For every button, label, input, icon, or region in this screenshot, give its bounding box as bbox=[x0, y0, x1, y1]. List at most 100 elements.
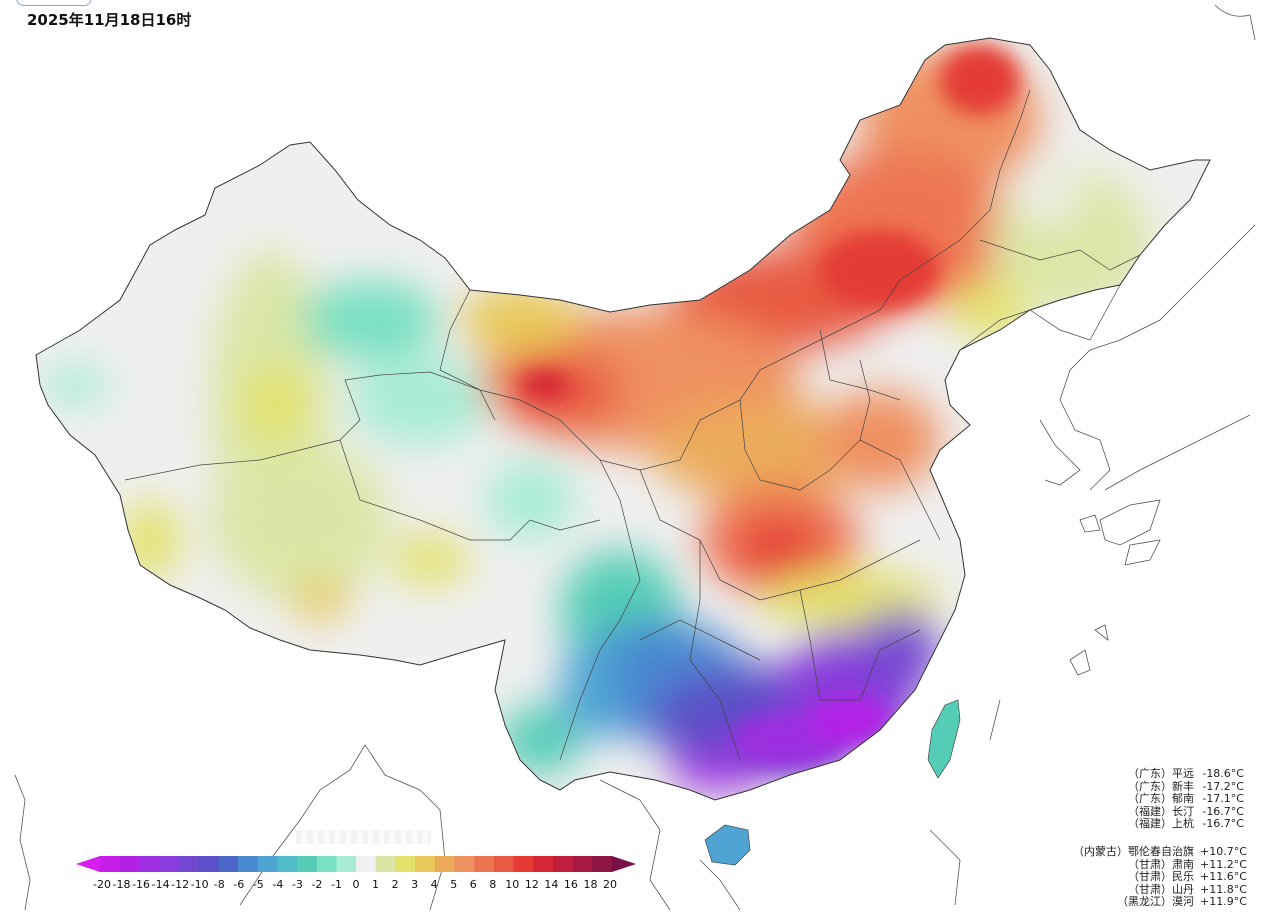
legend-tick-label: 8 bbox=[489, 878, 497, 891]
coastline-outlines bbox=[14, 4, 1256, 911]
station-name: 新丰 bbox=[1172, 779, 1194, 793]
legend-tick-label: 18 bbox=[583, 878, 598, 891]
legend-tick-label: 4 bbox=[430, 878, 438, 891]
legend-segment bbox=[316, 856, 337, 872]
legend-segment bbox=[336, 856, 357, 872]
station-row: （内蒙古）鄂伦春自治旗 +10.7°C bbox=[1073, 845, 1247, 859]
station-row: （福建）长汀 -16.7°C bbox=[1128, 804, 1244, 819]
legend-segment bbox=[257, 856, 278, 872]
station-province: （内蒙古） bbox=[1073, 845, 1128, 858]
legend-segment bbox=[119, 856, 140, 872]
legend-tick-label: -16 bbox=[132, 878, 151, 891]
legend-segment bbox=[100, 856, 121, 872]
station-value: +10.7°C bbox=[1200, 845, 1247, 858]
legend-segment bbox=[375, 856, 396, 872]
legend-segment bbox=[474, 856, 495, 872]
station-value: -17.2°C bbox=[1202, 779, 1244, 793]
station-row: （黑龙江）漠河 +11.9°C bbox=[1073, 895, 1247, 909]
legend-segment bbox=[533, 856, 554, 872]
station-value: +11.8°C bbox=[1200, 882, 1247, 896]
station-province: （甘肃） bbox=[1128, 870, 1172, 884]
station-row: （甘肃）民乐 +11.6°C bbox=[1073, 870, 1247, 884]
legend-segment bbox=[356, 856, 377, 872]
station-value: -18.6°C bbox=[1202, 767, 1244, 780]
taiwan-island bbox=[927, 699, 961, 779]
station-row: （甘肃）肃南 +11.2°C bbox=[1073, 857, 1247, 872]
station-name: 上杭 bbox=[1172, 817, 1194, 831]
legend-segment bbox=[237, 856, 259, 872]
station-value: +11.9°C bbox=[1200, 895, 1247, 909]
legend-tick-label: 3 bbox=[411, 878, 419, 891]
legend-segment bbox=[296, 856, 318, 872]
legend-segment bbox=[178, 856, 199, 872]
station-name: 平远 bbox=[1172, 767, 1194, 780]
station-value: -16.7°C bbox=[1202, 817, 1244, 831]
station-name: 漠河 bbox=[1172, 895, 1194, 909]
legend-segments bbox=[100, 856, 613, 872]
legend-tick-label: 2 bbox=[391, 878, 399, 891]
station-province: （甘肃） bbox=[1128, 857, 1172, 871]
legend-segment bbox=[159, 856, 180, 872]
station-name: 肃南 bbox=[1172, 857, 1194, 871]
legend-segment bbox=[415, 856, 436, 872]
legend-tick-label: -20 bbox=[93, 878, 111, 891]
legend-tick-label: -10 bbox=[190, 878, 209, 891]
legend-tick-label: -14 bbox=[151, 878, 170, 891]
warmest-stations-list: （内蒙古）鄂伦春自治旗 +10.7°C （甘肃）肃南 +11.2°C （甘肃）民乐 +… bbox=[1073, 845, 1247, 909]
legend-segment bbox=[434, 856, 455, 872]
legend-segment bbox=[493, 856, 515, 872]
legend-tick-label: -12 bbox=[171, 878, 190, 891]
coldest-stations-list: （广东）平远 -18.6°C （广东）新丰 -17.2°C （广东）郁南 -17.1°… bbox=[1128, 767, 1244, 831]
legend-tick-label: 10 bbox=[505, 878, 520, 891]
station-value: +11.2°C bbox=[1200, 857, 1247, 871]
china-border bbox=[35, 37, 1211, 801]
station-value: -16.7°C bbox=[1202, 804, 1244, 818]
station-province: （广东） bbox=[1128, 779, 1172, 793]
legend-segment bbox=[395, 856, 416, 872]
legend-tick-label: 12 bbox=[524, 878, 539, 891]
legend-segment bbox=[218, 856, 239, 872]
map-timestamp: 2025年11月18日16时 bbox=[27, 11, 192, 29]
station-province: （福建） bbox=[1128, 817, 1172, 831]
station-name: 鄂伦春自治旗 bbox=[1128, 845, 1194, 858]
station-name: 长汀 bbox=[1172, 804, 1194, 818]
station-row: （福建）上杭 -16.7°C bbox=[1128, 818, 1244, 831]
station-row: （广东）新丰 -17.2°C bbox=[1128, 779, 1244, 794]
province-boundaries bbox=[124, 89, 1141, 761]
station-province: （黑龙江） bbox=[1117, 895, 1172, 909]
legend-arrow-right bbox=[612, 856, 636, 872]
hainan-island bbox=[704, 824, 751, 866]
legend-segment bbox=[552, 856, 574, 872]
legend-tick-label: -18 bbox=[112, 878, 131, 891]
legend-tick-label: -6 bbox=[233, 878, 245, 891]
legend-segment bbox=[277, 856, 298, 872]
station-province: （广东） bbox=[1128, 792, 1172, 806]
legend-segment bbox=[572, 856, 593, 872]
station-province: （甘肃） bbox=[1128, 882, 1172, 896]
station-name: 山丹 bbox=[1172, 882, 1194, 896]
station-value: +11.6°C bbox=[1200, 870, 1247, 884]
legend-tick-label: 20 bbox=[603, 878, 617, 891]
legend-arrow-left bbox=[76, 856, 100, 872]
legend-tick-label: -8 bbox=[213, 878, 225, 891]
legend-tick-label: -5 bbox=[252, 878, 264, 891]
faint-watermark bbox=[296, 830, 431, 844]
station-name: 郁南 bbox=[1172, 792, 1194, 806]
station-value: -17.1°C bbox=[1202, 792, 1244, 806]
legend-tick-label: -1 bbox=[330, 878, 342, 891]
station-province: （广东） bbox=[1128, 767, 1172, 780]
legend-tick-label: 0 bbox=[352, 878, 360, 891]
station-row: （广东）平远 -18.6°C bbox=[1128, 767, 1244, 781]
legend-segment bbox=[592, 856, 613, 872]
station-name: 民乐 bbox=[1172, 870, 1194, 884]
legend-tick-label: -2 bbox=[311, 878, 323, 891]
station-row: （广东）郁南 -17.1°C bbox=[1128, 792, 1244, 806]
legend-tick-label: 16 bbox=[563, 878, 578, 891]
legend-tick-label: 6 bbox=[469, 878, 477, 891]
legend-tick-label: 14 bbox=[544, 878, 559, 891]
legend-tick-label: -4 bbox=[272, 878, 284, 891]
station-province: （福建） bbox=[1128, 804, 1172, 818]
legend-segment bbox=[198, 856, 219, 872]
